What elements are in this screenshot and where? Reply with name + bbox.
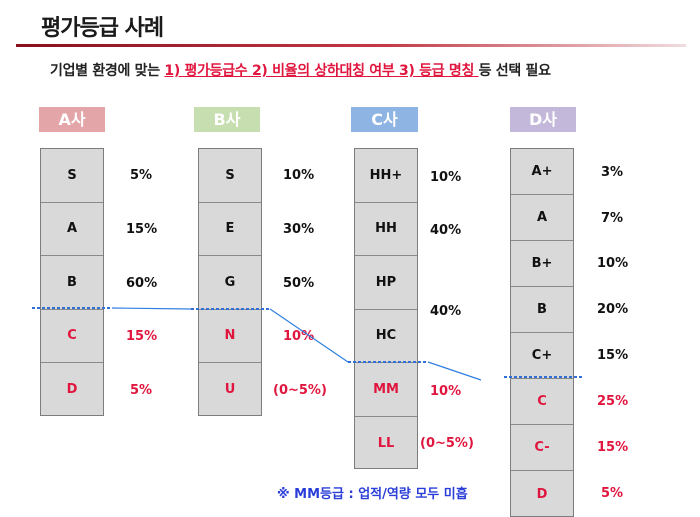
grade-cell: HH+ xyxy=(355,149,417,203)
company-header-d: D사 xyxy=(510,107,576,132)
grade-pct: (0~5%) xyxy=(273,383,327,398)
grade-pct: 10% xyxy=(283,168,315,183)
footnote: ※ MM등급 : 업적/역량 모두 미흡 xyxy=(277,487,468,502)
grade-pct: 3% xyxy=(601,165,624,180)
grade-pct: 10% xyxy=(430,170,462,185)
grade-pct: 7% xyxy=(601,211,624,226)
grade-cell: A+ xyxy=(511,149,573,195)
grade-pct: 30% xyxy=(283,222,315,237)
grade-pct: (0~5%) xyxy=(420,436,474,451)
company-header-a: A사 xyxy=(39,107,105,132)
grade-pct: 15% xyxy=(126,329,158,344)
company-header-c: C사 xyxy=(351,107,418,132)
grade-cell: S xyxy=(41,149,103,203)
grade-pct: 10% xyxy=(283,329,315,344)
grade-cell: G xyxy=(199,256,261,310)
company-header-b: B사 xyxy=(194,107,260,132)
grade-cell: B xyxy=(511,287,573,333)
grade-column-c: HH+ HH HP HC MM LL xyxy=(354,148,418,469)
subtitle-highlight: 1) 평가등급수 2) 비율의 상하대칭 여부 3) 등급 명칭 xyxy=(164,63,479,79)
title-divider xyxy=(16,44,686,47)
boundary-connector-ab xyxy=(111,307,192,310)
grade-pct: 15% xyxy=(597,348,629,363)
grade-column-d: A+ A B+ B C+ C C- D xyxy=(510,148,574,517)
grade-pct: 15% xyxy=(597,440,629,455)
grade-cell: C- xyxy=(511,425,573,471)
grade-cell: U xyxy=(224,382,236,398)
grade-pct: 20% xyxy=(597,302,629,317)
boundary-connector-cd xyxy=(427,361,482,381)
grade-cell: HC xyxy=(355,310,417,363)
page-title: 평가등급 사례 xyxy=(41,16,164,41)
grade-cell: LL xyxy=(377,435,395,451)
grade-pct: 10% xyxy=(597,256,629,271)
grade-column-a: S A B C D xyxy=(40,148,104,416)
grade-cell: B xyxy=(41,256,103,310)
grade-cell: A xyxy=(41,203,103,256)
grade-cell: D xyxy=(66,382,78,398)
subtitle-prefix: 기업별 환경에 맞는 xyxy=(50,63,165,79)
grade-cell: HP xyxy=(355,256,417,310)
grade-pct: 10% xyxy=(430,384,462,399)
grade-cell: N xyxy=(199,310,261,363)
grade-pct: 15% xyxy=(126,222,158,237)
grade-pct: 5% xyxy=(130,383,153,398)
grade-cell: D xyxy=(536,486,548,502)
grade-cell: MM xyxy=(355,363,417,417)
grade-pct: 60% xyxy=(126,276,158,291)
grade-cell: C xyxy=(41,310,103,363)
grade-cell: S xyxy=(199,149,261,203)
grade-pct: 5% xyxy=(601,486,624,501)
grade-pct: 25% xyxy=(597,394,629,409)
grade-cell: A xyxy=(511,195,573,241)
grade-cell: E xyxy=(199,203,261,256)
grade-cell: HH xyxy=(355,203,417,256)
grade-cell: C+ xyxy=(511,333,573,379)
grade-pct: 5% xyxy=(130,168,153,183)
grade-pct: 40% xyxy=(430,223,462,238)
grade-pct-merged: 40% xyxy=(430,304,462,319)
grade-cell: C xyxy=(511,379,573,425)
grade-column-b: S E G N U xyxy=(198,148,262,416)
subtitle: 기업별 환경에 맞는 1) 평가등급수 2) 비율의 상하대칭 여부 3) 등급… xyxy=(50,60,551,80)
grade-pct: 50% xyxy=(283,276,315,291)
subtitle-suffix: 등 선택 필요 xyxy=(478,63,551,79)
grade-cell: B+ xyxy=(511,241,573,287)
